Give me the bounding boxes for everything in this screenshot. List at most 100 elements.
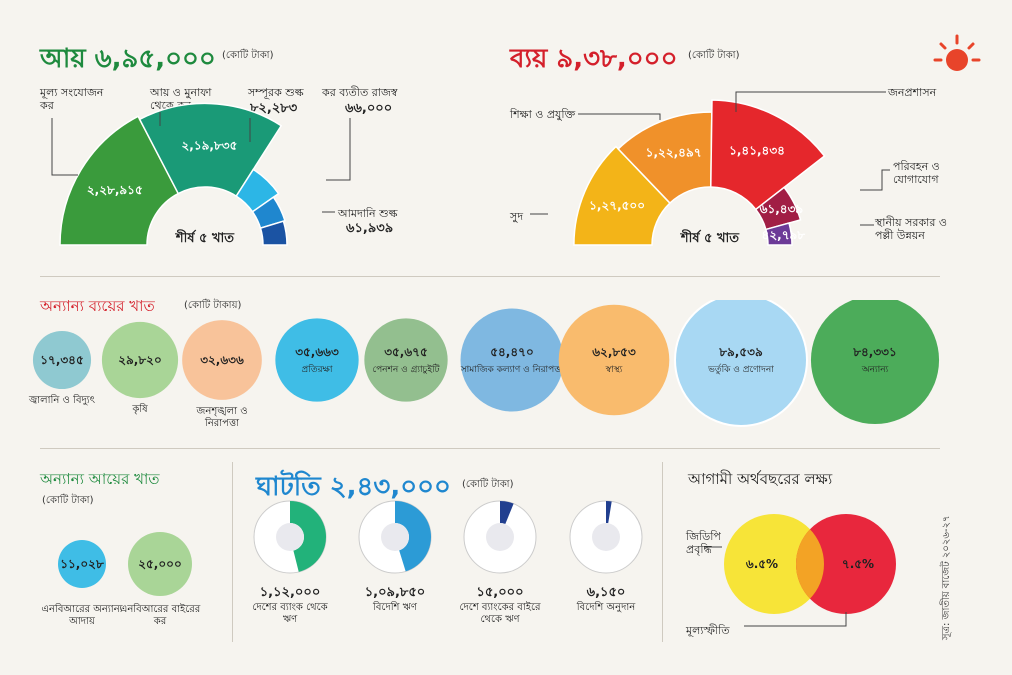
other-exp-value-7: ৮৯,৫৩৯ xyxy=(718,345,763,359)
expense-label-admin: জনপ্রশাসন xyxy=(888,86,937,99)
other-exp-value-8: ৮৪,৩৩১ xyxy=(852,345,897,359)
expense-slice-4 xyxy=(764,222,793,246)
other-exp-label-4: পেনশন ও গ্র্যাচুইটি xyxy=(372,363,440,375)
income-center-label: শীর্ষ ৫ খাত xyxy=(175,229,235,246)
income-label-vat: মূল্য সংযোজন কর xyxy=(40,86,104,112)
deficit-unit: (কোটি টাকা) xyxy=(462,479,514,490)
other-inc-label-1: এনবিআরের বাইরের কর xyxy=(119,604,201,627)
other-exp-bubble-2 xyxy=(182,320,262,400)
deficit-gauge-fill-2 xyxy=(500,501,514,525)
other-inc-title: অন্যান্য আয়ের খাত xyxy=(40,470,160,488)
expense-value-4: ৪২,৭৯৮ xyxy=(762,228,806,242)
deficit-label-0: দেশের ব্যাংক থেকে ঋণ xyxy=(252,602,328,625)
income-value-supp: ৮২,২৮৩ xyxy=(250,101,298,116)
venn-inflation-circle xyxy=(796,514,896,614)
target-label-gdp: জিডিপি প্রবৃদ্ধি xyxy=(686,530,721,556)
other-exp-value-6: ৬২,৮৫৩ xyxy=(592,345,636,359)
deficit-gauges xyxy=(253,500,643,574)
divider-top xyxy=(40,276,940,277)
other-exp-value-1: ২৯,৮২০ xyxy=(118,353,162,367)
other-inc-bubble-1 xyxy=(128,532,192,596)
other-exp-label-2: জনশৃঙ্খলা ও নিরাপত্তা xyxy=(196,405,248,429)
venn-gdp-value: ৬.৫% xyxy=(746,557,778,571)
other-exp-bubble-7 xyxy=(674,300,808,427)
income-value-nontax: ৬৬,০০০ xyxy=(345,101,393,116)
income-label-nontax: কর ব্যতীত রাজস্ব xyxy=(322,86,398,99)
other-exp-bubble-3 xyxy=(275,318,359,402)
other-inc-label-0: এনবিআরের অন্যান্য আদায় xyxy=(41,604,123,627)
deficit-title: ঘাটতি ২,৪৩,০০০ xyxy=(256,472,451,502)
other-exp-label-0: জ্বালানি ও বিদ্যুৎ xyxy=(28,395,96,407)
other-inc-bubbles: ১১,০২৮ ২৫,০০০ xyxy=(58,532,192,596)
other-exp-bubble-0 xyxy=(32,330,92,390)
deficit-gauge-fill-0 xyxy=(290,501,326,572)
venn-inflation-value: ৭.৫% xyxy=(842,557,874,571)
other-exp-bubble-4 xyxy=(364,318,448,402)
deficit-label-1: বিদেশি ঋণ xyxy=(373,602,417,613)
deficit-label-2: দেশে ব্যাংকের বাইরে থেকে ঋণ xyxy=(459,602,541,625)
deficit-value-1: ১,০৯,৮৫০ xyxy=(364,585,426,600)
other-exp-bubble-6 xyxy=(558,304,670,416)
expense-label-transport: পরিবহন ও যোগাযোগ xyxy=(893,160,940,186)
other-exp-label-5: সামাজিক কল্যাণ ও নিরাপত্তা xyxy=(460,364,564,375)
other-exp-value-3: ৩৫,৬৬৩ xyxy=(295,345,339,359)
expense-slice-0 xyxy=(573,145,671,246)
expense-center-label: শীর্ষ ৫ খাত xyxy=(680,229,740,246)
deficit-gauge-hub-2 xyxy=(486,523,514,551)
deficit-gauge-fill-3 xyxy=(606,501,612,524)
other-exp-value-2: ৩২,৬৩৬ xyxy=(200,353,244,367)
expense-value-2: ১,৪১,৪৩৪ xyxy=(729,144,785,158)
other-exp-bubble-5 xyxy=(460,308,564,412)
income-title: আয় ৬,৯৫,০০০ xyxy=(40,44,216,74)
expense-slice-2 xyxy=(710,99,826,211)
expense-label-local: স্থানীয় সরকার ও পল্লী উন্নয়ন xyxy=(875,216,948,242)
other-exp-label-3: প্রতিরক্ষা xyxy=(302,364,333,375)
expense-unit: (কোটি টাকা) xyxy=(688,50,740,61)
other-exp-label-7: ভর্তুকি ও প্রণোদনা xyxy=(707,364,774,375)
income-value-import: ৬১,৯৩৯ xyxy=(346,221,394,236)
other-exp-label-6: স্বাস্থ্য xyxy=(605,365,623,375)
deficit-value-3: ৬,১৫০ xyxy=(586,585,626,600)
deficit-label-3: বিদেশি অনুদান xyxy=(576,602,636,613)
sun-icon xyxy=(933,34,981,71)
other-exp-label-1: কৃষি xyxy=(132,404,148,416)
expense-value-3: ৬১,৪৩৯ xyxy=(760,202,804,216)
other-exp-unit: (কোটি টাকায়) xyxy=(184,300,242,311)
other-exp-value-4: ৩৫,৬৭৫ xyxy=(384,345,428,359)
divider-mid xyxy=(40,448,940,449)
deficit-gauge-hub-1 xyxy=(381,523,409,551)
other-inc-bubble-0 xyxy=(58,540,106,588)
income-unit: (কোটি টাকা) xyxy=(222,50,274,61)
income-value-0: ২,২৮,৯১৫ xyxy=(87,183,143,197)
expense-title: ব্যয় ৯,৩৮,০০০ xyxy=(510,44,678,74)
expense-label-interest: সুদ xyxy=(510,210,524,223)
venn-gdp-circle xyxy=(724,514,824,614)
other-exp-bubble-1 xyxy=(101,321,179,399)
other-inc-value-0: ১১,০২৮ xyxy=(60,557,104,571)
deficit-gauge-hub-3 xyxy=(592,523,620,551)
other-exp-label-8: অন্যান্য xyxy=(861,365,889,375)
divider-v2 xyxy=(662,462,663,642)
income-value-1: ২,১৯,৮৩৫ xyxy=(182,138,238,152)
other-exp-value-5: ৫৪,৪৭০ xyxy=(490,345,534,359)
income-slice-1 xyxy=(138,102,283,198)
other-exp-value-0: ১৭,৩৪৫ xyxy=(40,353,84,367)
divider-v1 xyxy=(232,462,233,642)
deficit-gauge-fill-1 xyxy=(395,501,431,572)
target-label-inflation: মূল্যস্ফীতি xyxy=(686,624,730,637)
source-note: সূত্র: জাতীয় বাজেট ২০২৬-২৭ xyxy=(941,515,952,640)
deficit-value-2: ১৫,০০০ xyxy=(476,585,524,600)
deficit-gauge-hub-0 xyxy=(276,523,304,551)
income-label-import: আমদানি শুল্ক xyxy=(338,207,398,220)
other-inc-unit: (কোটি টাকা) xyxy=(42,495,94,506)
income-label-supp: সম্পূরক শুল্ক xyxy=(248,86,304,99)
deficit-value-0: ১,১২,০০০ xyxy=(259,585,321,600)
target-title: আগামী অর্থবছরের লক্ষ্য xyxy=(688,470,833,488)
other-inc-value-1: ২৫,০০০ xyxy=(138,557,182,571)
other-exp-bubbles: ১৭,৩৪৫ ২৯,৮২০ ৩২,৬৩৬ ৩৫,৬৬৩ প্রতিরক্ষা ৩৫,৬৭৫… xyxy=(32,300,940,427)
expense-pie-chart: ১,২৭,৫০০ ১,২২,৪৯৭ ১,৪১,৪৩৪ ৬১,৪৩৯ ৪২,৭৯৮ শীর… xyxy=(530,91,890,246)
income-slice-0 xyxy=(59,115,180,246)
target-venn: ৬.৫% ৭.৫% xyxy=(704,514,896,627)
income-slice-4 xyxy=(259,220,288,246)
expense-value-0: ১,২৭,৫০০ xyxy=(589,198,645,212)
